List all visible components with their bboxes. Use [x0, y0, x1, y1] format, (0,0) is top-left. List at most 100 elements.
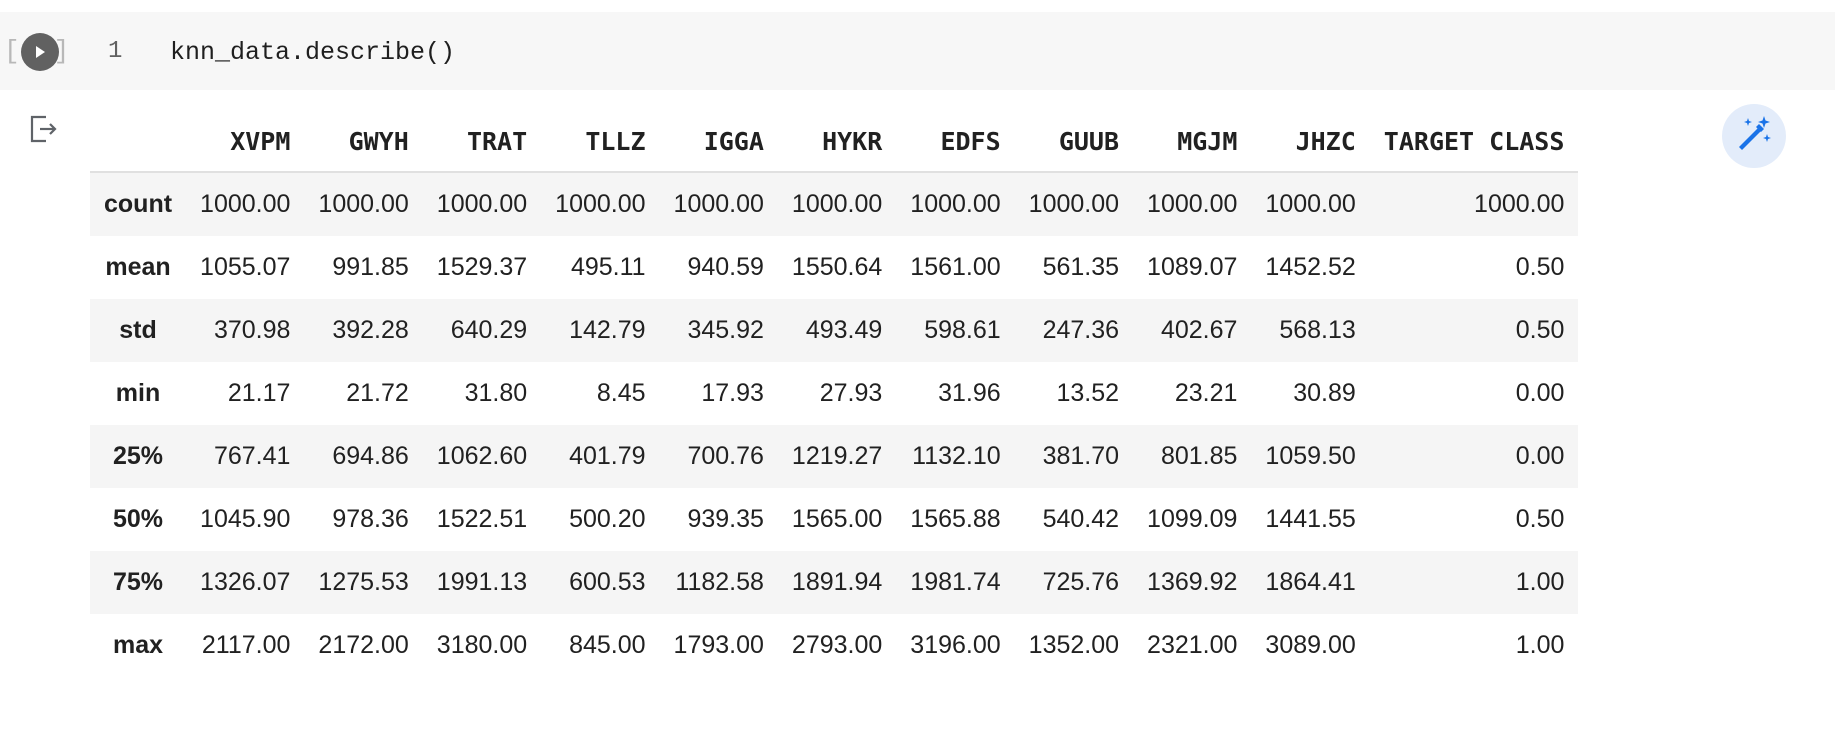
table-cell: 725.76 — [1042, 568, 1120, 596]
column-header: TARGET CLASS — [1369, 113, 1579, 173]
column-header: HYKR — [777, 113, 897, 173]
table-cell: 540.42 — [1042, 505, 1120, 533]
table-cell: 561.35 — [1042, 253, 1120, 281]
table-cell: 1000.00 — [673, 190, 764, 218]
table-cell: 0.00 — [1515, 442, 1565, 470]
header-row: XVPM GWYH TRAT TLLZ IGGA HYKR EDFS GUUB MGJM JHZC… — [90, 113, 1579, 173]
table-cell: 381.70 — [1042, 442, 1120, 470]
table-cell: 500.20 — [569, 505, 646, 533]
table-cell: 1089.07 — [1147, 253, 1238, 281]
table-cell: 1000.00 — [791, 190, 883, 218]
table-cell: 1132.10 — [912, 442, 1001, 470]
table-cell: 21.72 — [346, 379, 409, 407]
table-cell: 694.86 — [332, 442, 409, 470]
row-label: 25% — [113, 442, 164, 470]
column-header: GWYH — [304, 113, 423, 173]
table-cell: 1000.00 — [1474, 190, 1565, 218]
table-cell: 1529.37 — [436, 253, 528, 281]
code-line[interactable]: knn_data.describe() — [170, 38, 456, 67]
table-row: 75% 1326.07 1275.53 1991.13 600.53 1182.58 189… — [90, 551, 1579, 614]
describe-table: XVPM GWYH TRAT TLLZ IGGA HYKR EDFS GUUB MGJM JHZC… — [90, 113, 1579, 677]
run-cell-button[interactable] — [21, 33, 59, 71]
table-cell: 1981.74 — [910, 568, 1001, 596]
table-cell: 1000.00 — [1028, 190, 1120, 218]
table-cell: 17.93 — [701, 379, 764, 407]
magic-wand-button[interactable] — [1722, 104, 1786, 168]
table-cell: 0.00 — [1515, 379, 1565, 407]
table-cell: 8.45 — [596, 379, 646, 407]
table-header: XVPM GWYH TRAT TLLZ IGGA HYKR EDFS GUUB MGJM JHZC… — [90, 113, 1579, 173]
table-cell: 939.35 — [687, 505, 764, 533]
table-cell: 1000.00 — [1265, 190, 1356, 218]
table-body: count 1000.00 1000.00 1000.00 1000.00 1000.00… — [90, 172, 1579, 677]
table-cell: 2172.00 — [318, 631, 409, 659]
table-cell: 1059.50 — [1265, 442, 1356, 470]
table-cell: 568.13 — [1279, 316, 1356, 344]
table-cell: 1000.00 — [318, 190, 409, 218]
column-header: JHZC — [1251, 113, 1370, 173]
table-cell: 13.52 — [1056, 379, 1120, 407]
table-cell: 1.00 — [1515, 568, 1565, 596]
table-cell: 30.89 — [1293, 379, 1356, 407]
table-cell: 1099.09 — [1147, 505, 1238, 533]
table-cell: 1000.00 — [555, 190, 646, 218]
table-cell: 23.21 — [1174, 379, 1238, 407]
column-header: XVPM — [186, 113, 305, 173]
row-label: 75% — [113, 568, 164, 596]
table-cell: 1565.88 — [910, 505, 1001, 533]
table-cell: 767.41 — [213, 442, 291, 470]
table-cell: 0.50 — [1515, 505, 1565, 533]
table-cell: 1793.00 — [673, 631, 764, 659]
table-cell: 1991.13 — [436, 568, 528, 596]
table-cell: 3180.00 — [436, 631, 528, 659]
table-cell: 845.00 — [569, 631, 646, 659]
row-label: max — [113, 631, 164, 659]
output-redirect-icon[interactable] — [28, 113, 60, 145]
table-row: std 370.98 392.28 640.29 142.79 345.92 493.49 5… — [90, 299, 1579, 362]
column-header: GUUB — [1014, 113, 1134, 173]
index-header — [90, 113, 187, 173]
table-cell: 27.93 — [819, 379, 883, 407]
table-cell: 1891.94 — [791, 568, 883, 596]
table-cell: 1055.07 — [200, 253, 291, 281]
table-cell: 600.53 — [569, 568, 646, 596]
table-cell: 247.36 — [1042, 316, 1120, 344]
column-header: MGJM — [1133, 113, 1252, 173]
column-header: TLLZ — [541, 113, 660, 173]
play-icon — [32, 44, 48, 60]
table-cell: 3196.00 — [910, 631, 1001, 659]
table-cell: 598.61 — [924, 316, 1001, 344]
table-row: 50% 1045.90 978.36 1522.51 500.20 939.35 1565.… — [90, 488, 1578, 551]
row-label: std — [119, 316, 157, 344]
table-cell: 1326.07 — [200, 568, 291, 596]
table-cell: 1062.60 — [436, 442, 528, 470]
table-cell: 1000.00 — [200, 190, 291, 218]
table-cell: 0.50 — [1515, 253, 1565, 281]
table-cell: 3089.00 — [1265, 631, 1356, 659]
table-row: count 1000.00 1000.00 1000.00 1000.00 1000.00… — [90, 172, 1579, 236]
table-cell: 345.92 — [687, 316, 764, 344]
table-cell: 1864.41 — [1265, 568, 1356, 596]
table-row: max 2117.00 2172.00 3180.00 845.00 1793.00 279… — [90, 614, 1578, 677]
table-cell: 31.96 — [938, 379, 1001, 407]
row-label: min — [115, 379, 161, 407]
table-cell: 1352.00 — [1028, 631, 1120, 659]
table-cell: 1441.55 — [1265, 505, 1356, 533]
table-cell: 700.76 — [687, 442, 764, 470]
table-row: min 21.17 21.72 31.80 8.45 17.93 27.93 31.96 13.… — [90, 362, 1578, 425]
table-cell: 495.11 — [570, 253, 646, 281]
magic-wand-sparkle-icon — [1734, 114, 1774, 159]
table-cell: 1000.00 — [436, 190, 528, 218]
table-row: mean 1055.07 991.85 1529.37 495.11 940.59 1550… — [90, 236, 1578, 299]
column-header: EDFS — [896, 113, 1015, 173]
table-cell: 142.79 — [569, 316, 646, 344]
table-cell: 640.29 — [450, 316, 528, 344]
table-cell: 1045.90 — [200, 505, 291, 533]
table-cell: 978.36 — [332, 505, 409, 533]
table-cell: 1275.53 — [318, 568, 409, 596]
table-cell: 31.80 — [464, 379, 528, 407]
table-cell: 0.50 — [1515, 316, 1565, 344]
table-cell: 493.49 — [805, 316, 883, 344]
code-cell-input[interactable] — [0, 12, 1835, 90]
row-label: mean — [105, 253, 171, 281]
